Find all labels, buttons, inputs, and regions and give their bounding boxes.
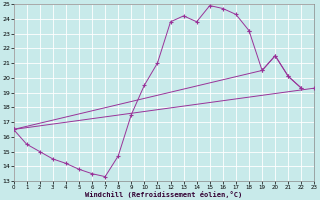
X-axis label: Windchill (Refroidissement éolien,°C): Windchill (Refroidissement éolien,°C) [85,191,243,198]
